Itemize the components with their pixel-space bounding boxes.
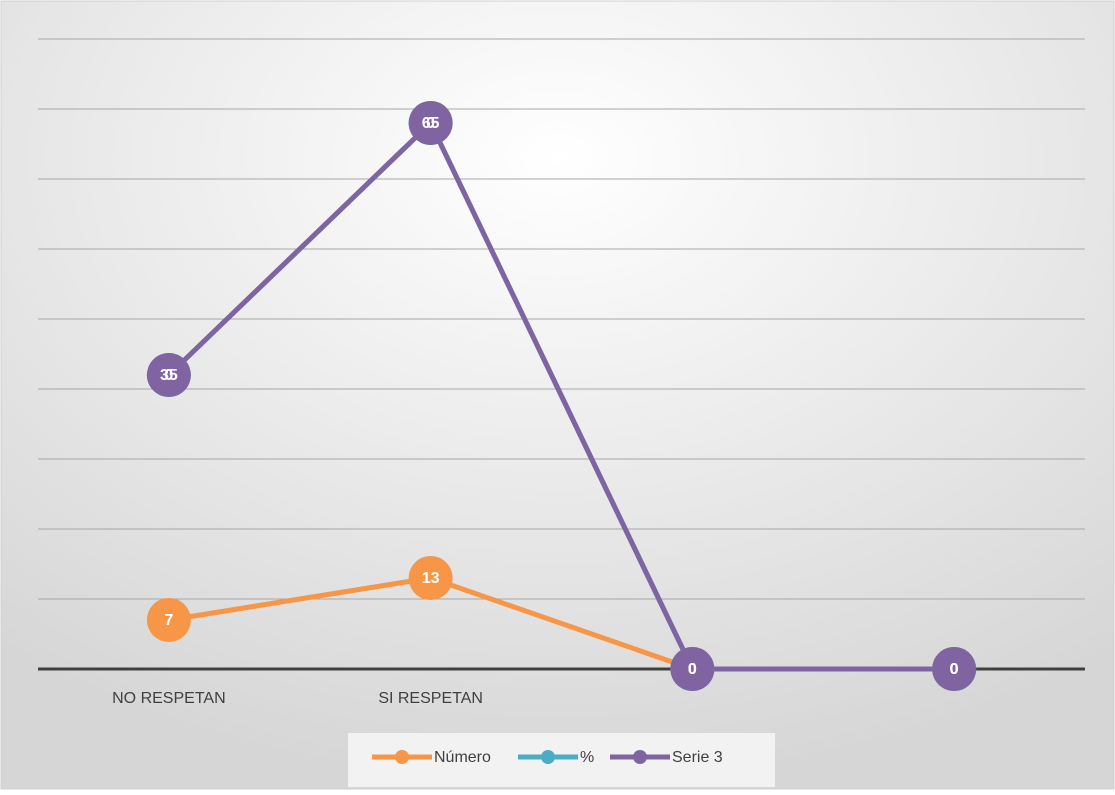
data-point	[408, 556, 453, 600]
legend-marker	[541, 750, 555, 764]
legend-box	[348, 733, 775, 787]
data-point	[932, 647, 977, 691]
data-label: 0	[950, 661, 959, 678]
data-label: 0	[950, 661, 959, 678]
data-label: 0	[688, 661, 697, 678]
data-point	[146, 598, 191, 642]
series-line	[167, 118, 955, 672]
data-label: 0	[688, 661, 697, 678]
legend-label: Serie 3	[672, 749, 723, 766]
data-label: 13	[422, 570, 440, 587]
data-label: 35	[160, 367, 178, 384]
data-point	[146, 353, 191, 397]
data-label: 0	[688, 661, 697, 678]
data-point	[408, 101, 453, 145]
x-tick-label: NO RESPETAN	[112, 690, 226, 707]
legend-marker	[633, 750, 647, 764]
data-label: 65	[422, 115, 440, 132]
data-label: 0	[164, 367, 173, 384]
legend-marker	[395, 750, 409, 764]
legend-label: Número	[434, 749, 491, 766]
data-label: 0	[950, 661, 959, 678]
legend-label: %	[580, 749, 594, 766]
x-tick-label: SI RESPETAN	[378, 690, 483, 707]
data-label: 7	[164, 612, 173, 629]
data-label: 0	[426, 115, 435, 132]
data-point	[670, 647, 715, 691]
